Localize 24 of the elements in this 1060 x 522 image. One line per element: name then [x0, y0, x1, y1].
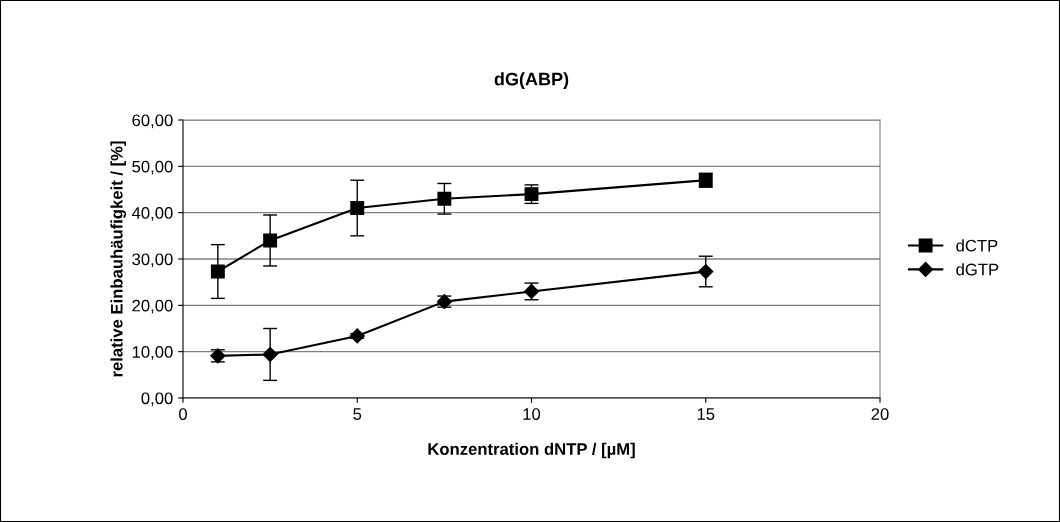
y-tick-label: 10,00 [132, 346, 173, 360]
point [210, 264, 225, 279]
y-axis-title: relative Einbauhäufigkeit / [%] [110, 141, 127, 377]
point [262, 346, 278, 363]
x-axis-title: Konzentration dNTP / [µM] [428, 442, 635, 459]
x-tick-label: 5 [353, 408, 362, 420]
y-tick-label: 20,00 [132, 299, 173, 314]
chart-title: dG(ABP) [494, 72, 569, 90]
point [263, 233, 278, 248]
point [698, 263, 714, 280]
y-tick-label: 60,00 [132, 114, 173, 129]
x-tick-label: 10 [523, 408, 541, 420]
x-tick-label: 20 [871, 408, 889, 420]
y-tick-label: 0,00 [141, 392, 173, 407]
y-tick-label: 40,00 [131, 207, 173, 221]
point [350, 201, 365, 215]
point [437, 191, 452, 206]
point [349, 328, 365, 344]
y-tick-label: 30,00 [132, 253, 173, 268]
legend-label: dGTP [956, 263, 999, 276]
x-tick-label: 15 [697, 408, 715, 420]
legend-label: dCTP [956, 239, 998, 252]
x-tick-label: 0 [179, 408, 187, 420]
y-tick-label: 50,00 [132, 160, 173, 175]
